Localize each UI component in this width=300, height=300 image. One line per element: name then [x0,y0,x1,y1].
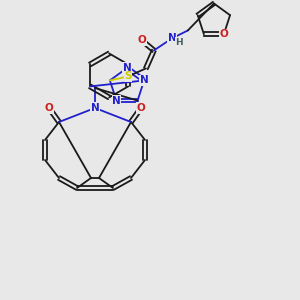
Text: N: N [167,33,176,43]
Text: O: O [45,103,53,113]
Text: O: O [220,29,228,39]
Text: S: S [124,71,132,81]
Text: N: N [112,96,121,106]
Text: O: O [137,35,146,45]
Text: H: H [175,38,183,47]
Text: N: N [123,63,131,73]
Text: N: N [140,75,148,85]
Text: O: O [136,103,146,113]
Text: N: N [91,103,99,113]
